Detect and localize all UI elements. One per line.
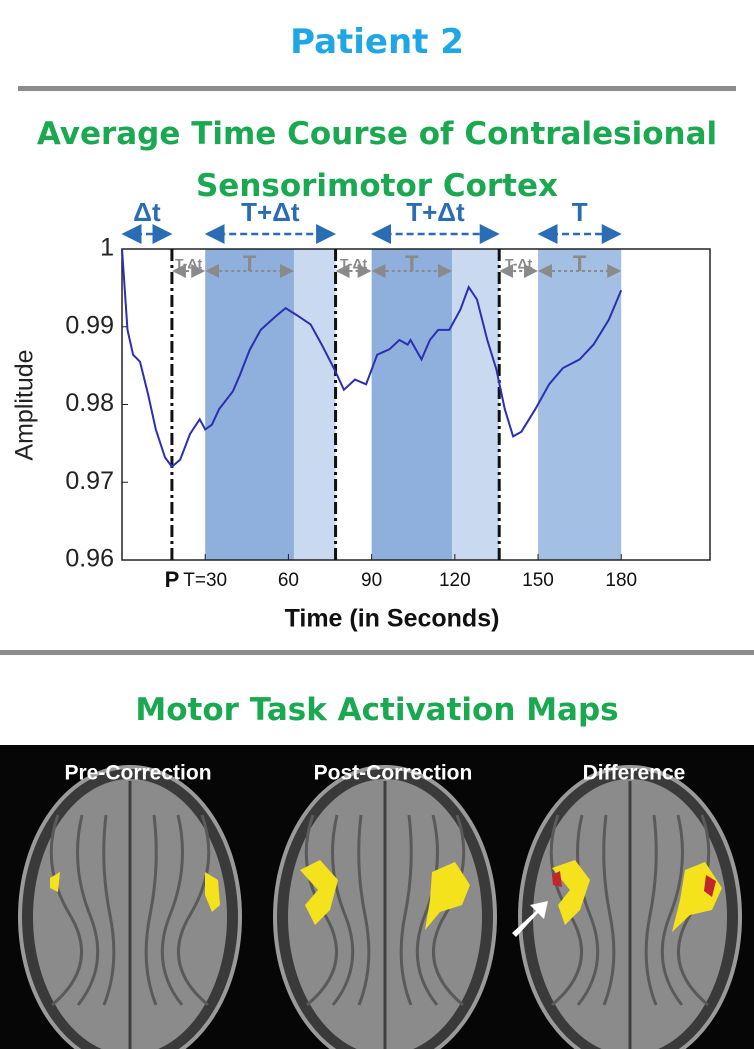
- data-line: [121, 248, 623, 469]
- y-tick-label: 0.98: [65, 389, 114, 417]
- brain-sulcus: [144, 814, 158, 1006]
- brain-sulcus: [415, 814, 439, 1006]
- activation-blob: [300, 860, 338, 925]
- annotation-label: T: [573, 251, 587, 276]
- y-tick-label: 1: [100, 234, 114, 262]
- shaded-region: [371, 249, 453, 560]
- brain-sulcus: [102, 814, 116, 1006]
- divider: [18, 86, 736, 91]
- annotation-label: T-Δt: [175, 256, 203, 272]
- panel-label: Difference: [583, 762, 686, 785]
- annotation-label: T-Δt: [505, 256, 533, 272]
- brain-sulcus: [576, 814, 600, 1006]
- brain-sulcus: [660, 814, 684, 1006]
- brain-sulcus: [176, 814, 211, 1007]
- maps-title: Motor Task Activation Maps: [135, 692, 619, 728]
- brain-sulcus: [357, 814, 371, 1006]
- activation-blob: [425, 862, 470, 930]
- annotation-label: T: [405, 251, 419, 276]
- activation-blob: [552, 860, 590, 925]
- x-axis-label: Time (in Seconds): [285, 605, 500, 633]
- panel-label: Pre-Correction: [64, 762, 211, 785]
- brain-sulcus: [76, 814, 100, 1006]
- x-tick-label: 150: [522, 570, 554, 591]
- annotation-label: T: [572, 197, 588, 227]
- shaded-region: [293, 249, 336, 560]
- y-tick-label: 0.97: [65, 467, 114, 495]
- annotation-label: T: [243, 251, 257, 276]
- shaded-region: [205, 249, 294, 560]
- brain-sulcus: [331, 814, 355, 1006]
- panel-label: Post-Correction: [314, 762, 473, 785]
- annotation-label: T+Δt: [241, 197, 300, 227]
- brain-sulcus: [399, 814, 413, 1006]
- x-tick-label: 90: [361, 570, 382, 591]
- x-tick-label: 120: [439, 570, 471, 591]
- activation-blob: [50, 872, 60, 892]
- annotation-label: T+Δt: [406, 197, 465, 227]
- chart-title: Average Time Course of Contralesional Se…: [36, 116, 718, 204]
- difference-highlight: [704, 875, 716, 897]
- brain-sulcus: [49, 814, 84, 1007]
- brain-sulcus: [644, 814, 658, 1006]
- x-tick-label: 180: [605, 570, 637, 591]
- x-tick-label: T=30: [183, 570, 227, 591]
- y-tick-label: 0.96: [65, 545, 114, 573]
- x-tick-label: P: [165, 567, 180, 592]
- shaded-region: [538, 249, 622, 560]
- x-tick-label: 60: [278, 570, 299, 591]
- shaded-region: [452, 249, 500, 560]
- brain-sulcus: [431, 814, 466, 1007]
- y-tick-label: 0.99: [65, 311, 114, 339]
- pointer-arrow: [512, 901, 548, 937]
- brain-sulcus: [160, 814, 184, 1006]
- annotation-label: Δt: [133, 197, 161, 227]
- activation-maps: Pre-Correction Post-Correction Difference: [0, 745, 754, 1049]
- activation-blob: [205, 872, 220, 912]
- difference-highlight: [552, 871, 562, 887]
- annotation-label: T-Δt: [340, 256, 368, 272]
- page-title: Patient 2: [290, 22, 464, 62]
- y-axis-label: Amplitude: [11, 349, 39, 460]
- divider: [0, 650, 754, 655]
- brain-sulcus: [602, 814, 616, 1006]
- chart: 0.96 0.97 0.98 0.99 1 P T=30 60 90 120 150 180 Δt T+Δ…: [11, 197, 711, 633]
